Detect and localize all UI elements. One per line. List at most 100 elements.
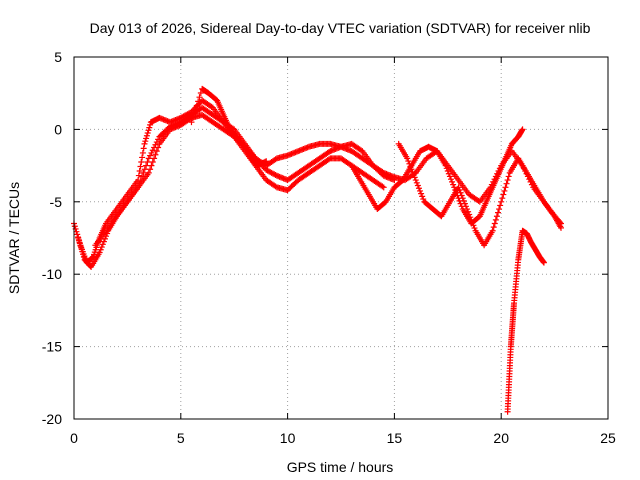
- data-point: [504, 177, 511, 184]
- data-point: [140, 169, 147, 176]
- data-point: [147, 166, 154, 173]
- x-tick-label: 0: [70, 430, 78, 446]
- data-point: [136, 168, 143, 175]
- x-tick-label: 5: [177, 430, 185, 446]
- data-point: [76, 240, 83, 247]
- data-point: [491, 176, 498, 183]
- data-point: [191, 110, 198, 117]
- data-point: [490, 224, 497, 231]
- data-point: [208, 103, 215, 110]
- data-point: [450, 181, 457, 188]
- data-point: [412, 177, 419, 184]
- data-point: [432, 149, 439, 156]
- data-point: [455, 184, 462, 191]
- data-point: [495, 168, 502, 175]
- data-point: [527, 178, 534, 185]
- data-point: [519, 162, 526, 169]
- data-point: [456, 187, 463, 194]
- data-point: [142, 138, 149, 145]
- data-point: [78, 245, 85, 252]
- y-axis-title: SDTVAR / TECUs: [6, 182, 22, 294]
- series-track-h: [188, 85, 270, 169]
- data-point: [491, 220, 498, 227]
- x-axis-title: GPS time / hours: [287, 459, 394, 475]
- data-point: [540, 259, 547, 266]
- data-point: [197, 90, 204, 97]
- data-point: [500, 191, 507, 198]
- data-point: [137, 163, 144, 170]
- data-point: [464, 206, 471, 213]
- data-point: [187, 115, 194, 122]
- y-tick-label: 0: [54, 121, 62, 137]
- data-point: [420, 196, 427, 203]
- data-point: [520, 165, 527, 172]
- data-point: [101, 235, 108, 242]
- data-point: [100, 238, 107, 245]
- data-point: [494, 209, 501, 216]
- plot-frame: [73, 56, 609, 420]
- data-point: [503, 180, 510, 187]
- y-tick-label: -5: [50, 194, 63, 210]
- data-point: [502, 184, 509, 191]
- data-point: [272, 183, 279, 190]
- data-point: [192, 106, 199, 113]
- y-tick-label: -15: [42, 339, 62, 355]
- data-point: [325, 156, 332, 163]
- data-point: [195, 98, 202, 105]
- data-point: [460, 197, 467, 204]
- tick-labels: 0 5 10 15 20 25 -20 -15 -10 -5 0 5: [42, 49, 616, 446]
- data-point: [462, 203, 469, 210]
- data-point: [469, 219, 476, 226]
- data-point: [77, 243, 84, 250]
- data-point: [143, 132, 150, 139]
- data-point: [147, 121, 154, 128]
- data-point: [155, 136, 162, 143]
- data-point: [139, 154, 146, 161]
- data-point: [405, 158, 412, 165]
- data-point: [99, 241, 106, 248]
- data-point: [148, 162, 155, 169]
- data-point: [80, 254, 87, 261]
- data-point: [75, 235, 82, 241]
- y-tick-label: -20: [42, 411, 62, 427]
- x-tick-label: 10: [280, 430, 296, 446]
- data-point: [143, 162, 150, 169]
- x-tick-label: 20: [493, 430, 509, 446]
- data-point: [407, 163, 414, 170]
- data-point: [149, 147, 156, 154]
- data-point: [71, 223, 78, 230]
- data-point: [144, 130, 151, 137]
- series-track-c: [92, 111, 398, 249]
- data-point: [468, 216, 475, 223]
- data-point: [418, 190, 425, 197]
- data-point: [471, 225, 478, 232]
- data-point: [459, 195, 466, 202]
- x-tick-label: 25: [600, 430, 616, 446]
- data-point: [415, 185, 422, 192]
- data-point: [135, 172, 142, 179]
- series-track-g: [504, 227, 547, 415]
- data-point: [448, 176, 455, 183]
- data-point: [145, 155, 152, 162]
- grid-lines: [74, 57, 608, 419]
- data-point: [524, 173, 531, 180]
- data-point: [155, 144, 162, 151]
- data-point: [196, 94, 203, 101]
- data-point: [446, 173, 453, 180]
- data-point: [74, 231, 81, 238]
- data-point: [358, 147, 365, 154]
- data-point: [496, 165, 503, 172]
- data-point: [79, 248, 86, 255]
- data-point: [140, 145, 147, 152]
- chart-title: Day 013 of 2026, Sidereal Day-to-day VTE…: [90, 20, 591, 36]
- data-point: [149, 158, 156, 165]
- data-point: [141, 140, 148, 147]
- data-point: [152, 141, 159, 148]
- data-point: [219, 118, 226, 125]
- data-point: [145, 169, 152, 176]
- data-point: [413, 179, 420, 186]
- data-point: [139, 149, 146, 156]
- data-point: [379, 183, 386, 190]
- data-point: [475, 197, 482, 204]
- data-point: [414, 182, 421, 189]
